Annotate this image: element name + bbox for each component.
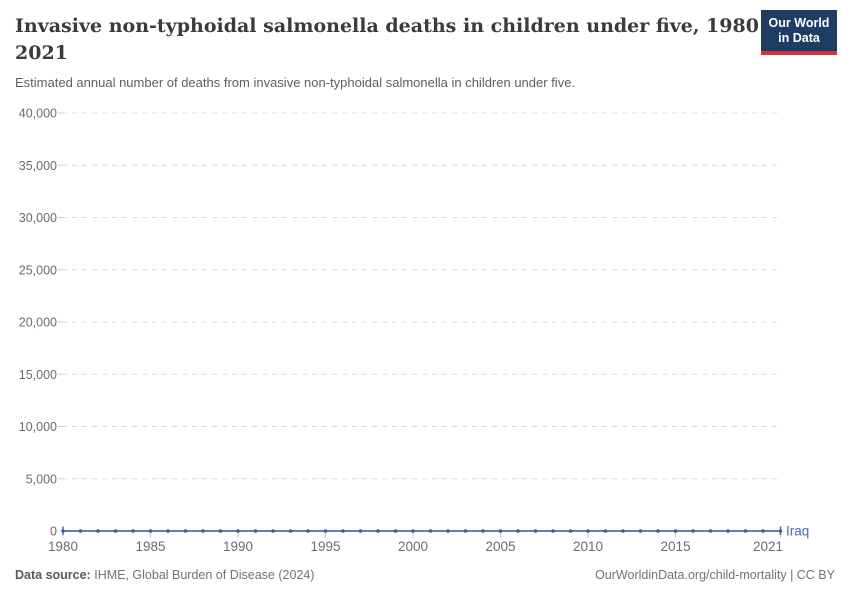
x-axis-label: 1985 (135, 539, 165, 554)
chart-footer: Data source: IHME, Global Burden of Dise… (15, 568, 835, 582)
data-point[interactable] (411, 529, 415, 533)
data-point[interactable] (61, 529, 65, 533)
owid-logo-line2: in Data (778, 30, 820, 45)
data-point[interactable] (446, 529, 450, 533)
data-point[interactable] (393, 529, 398, 533)
data-point[interactable] (568, 529, 573, 533)
data-point[interactable] (183, 529, 188, 533)
y-axis-label: 20,000 (19, 316, 57, 330)
y-axis-label: 40,000 (19, 107, 57, 121)
data-point[interactable] (253, 529, 258, 533)
line-chart[interactable]: 0 5,000 10,000 15,000 20,000 25,000 30,000 35,0… (0, 0, 850, 565)
data-point[interactable] (131, 529, 135, 533)
data-point[interactable] (498, 529, 503, 533)
data-point[interactable] (78, 529, 83, 533)
data-point[interactable] (271, 529, 275, 533)
data-point[interactable] (551, 529, 555, 533)
owid-logo-line1: Our World (768, 15, 830, 30)
data-point[interactable] (323, 529, 328, 533)
x-axis-label: 2015 (660, 539, 690, 554)
data-point[interactable] (288, 529, 293, 533)
x-axis-label: 2021 (753, 539, 783, 554)
data-point[interactable] (376, 529, 380, 533)
data-source-note: Data source: IHME, Global Burden of Dise… (15, 568, 314, 582)
data-point[interactable] (656, 529, 660, 533)
y-axis-label: 5,000 (26, 472, 57, 486)
data-point[interactable] (516, 529, 520, 533)
data-point[interactable] (708, 529, 713, 533)
y-axis-label: 0 (50, 525, 57, 539)
entity-label[interactable]: Iraq (786, 524, 809, 539)
x-axis-label: 1980 (48, 539, 78, 554)
data-point[interactable] (481, 529, 485, 533)
data-point[interactable] (463, 529, 468, 533)
data-point[interactable] (306, 529, 310, 533)
x-axis-label: 2005 (485, 539, 515, 554)
y-axis-label: 10,000 (19, 420, 57, 434)
data-source-label: Data source: (15, 568, 91, 582)
data-point[interactable] (166, 529, 170, 533)
data-point[interactable] (236, 529, 240, 533)
x-axis-label: 1990 (223, 539, 253, 554)
chart-subtitle: Estimated annual number of deaths from i… (15, 75, 576, 90)
y-axis-label: 25,000 (19, 263, 57, 277)
y-axis-label: 35,000 (19, 159, 57, 173)
data-point[interactable] (621, 529, 625, 533)
data-point[interactable] (761, 529, 765, 533)
x-axis-label: 2010 (573, 539, 603, 554)
data-point[interactable] (726, 529, 730, 533)
chart-title: Invasive non-typhoidal salmonella deaths… (15, 15, 788, 64)
license-link[interactable]: OurWorldinData.org/child-mortality | CC … (595, 568, 835, 582)
data-point[interactable] (113, 529, 118, 533)
x-axis-label: 1995 (310, 539, 340, 554)
data-point[interactable] (533, 529, 538, 533)
data-point[interactable] (358, 529, 363, 533)
data-point[interactable] (428, 529, 433, 533)
y-axis-label: 15,000 (19, 368, 57, 382)
data-point[interactable] (743, 529, 748, 533)
data-point[interactable] (673, 529, 678, 533)
data-point[interactable] (148, 529, 153, 533)
data-point[interactable] (341, 529, 345, 533)
data-point[interactable] (691, 529, 695, 533)
owid-logo[interactable]: Our World in Data (761, 10, 837, 55)
data-point[interactable] (586, 529, 590, 533)
data-point[interactable] (201, 529, 205, 533)
data-point[interactable] (96, 529, 100, 533)
y-axis-label: 30,000 (19, 211, 57, 225)
x-axis-label: 2000 (398, 539, 428, 554)
data-point[interactable] (778, 529, 783, 533)
data-source-text[interactable]: IHME, Global Burden of Disease (2024) (94, 568, 315, 582)
data-point[interactable] (218, 529, 223, 533)
data-point[interactable] (603, 529, 608, 533)
data-point[interactable] (638, 529, 643, 533)
